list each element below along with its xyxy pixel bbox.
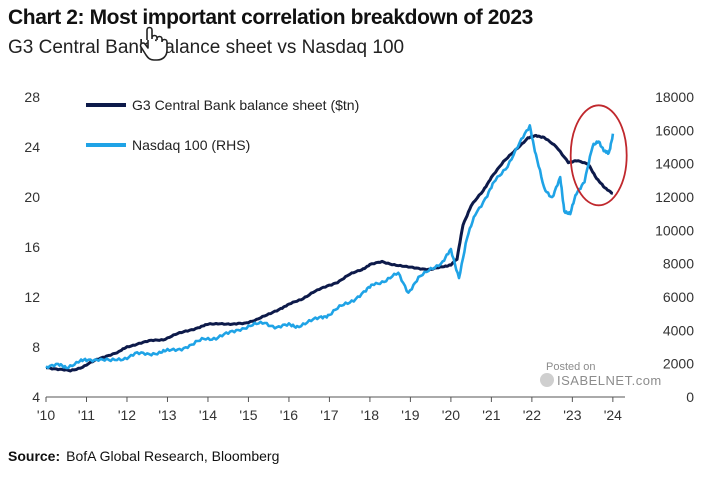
chart-subtitle: G3 Central Bank balance sheet vs Nasdaq … [8,37,405,58]
left-tick-label-0: 4 [32,389,40,405]
left-axis: 4 8 12 16 20 24 28 [24,89,40,405]
chart-source: Source: BofA Global Research, Bloomberg [8,448,279,464]
watermark-brand-text: ISABELNET.com [557,373,662,388]
x-tick-label-7: '17 [320,407,338,423]
watermark: Posted on ISABELNET.com [540,361,662,388]
watermark-brand: ISABELNET.com [540,373,662,388]
series-line-0 [46,133,614,373]
left-tick-label-5: 24 [24,139,40,155]
x-tick-label-0: '10 [37,407,55,423]
right-tick-label-4: 8000 [663,256,694,272]
series-line-1 [45,124,615,370]
x-tick-label-5: '15 [239,407,257,423]
legend-label-0: G3 Central Bank balance sheet ($tn) [132,97,359,113]
watermark-posted: Posted on [546,361,596,373]
x-tick-label-12: '22 [523,407,541,423]
right-tick-label-7: 14000 [655,156,694,172]
source-text: BofA Global Research, Bloomberg [66,448,280,464]
left-tick-label-4: 20 [24,189,40,205]
hand-cursor-icon [139,26,168,61]
legend-label-1: Nasdaq 100 (RHS) [132,137,250,153]
chart-title: Chart 2: Most important correlation brea… [8,6,533,29]
right-tick-label-0: 0 [686,389,694,405]
right-tick-label-8: 16000 [655,122,694,138]
right-tick-label-5: 10000 [655,222,694,238]
series-layer [45,124,615,373]
highlight-circle [569,104,628,207]
x-tick-label-2: '12 [118,407,136,423]
left-tick-label-2: 12 [24,289,40,305]
x-tick-label-11: '21 [482,407,500,423]
legend: G3 Central Bank balance sheet ($tn) Nasda… [86,97,359,153]
x-tick-label-8: '18 [361,407,379,423]
x-tick-label-14: '24 [604,407,622,423]
globe-icon [540,373,554,387]
source-label: Source: [8,448,61,464]
x-tick-label-1: '11 [78,407,95,423]
right-axis: 0 2000 4000 6000 8000 10000 12000 14000 16000 180… [655,89,694,405]
x-tick-label-9: '19 [401,407,419,423]
left-tick-label-1: 8 [32,339,40,355]
x-tick-label-3: '13 [158,407,176,423]
right-tick-label-1: 2000 [663,356,694,372]
x-tick-label-4: '14 [199,407,217,423]
x-tick-label-6: '16 [280,407,298,423]
x-tick-label-10: '20 [442,407,460,423]
x-tick-label-13: '23 [563,407,581,423]
left-tick-label-6: 28 [24,89,40,105]
right-tick-label-6: 12000 [655,189,694,205]
right-tick-label-2: 4000 [663,322,694,338]
left-tick-label-3: 16 [24,239,40,255]
right-tick-label-3: 6000 [663,289,694,305]
annotation-layer [569,104,628,207]
right-tick-label-9: 18000 [655,89,694,105]
x-axis: '10 '11 '12 '13 '14 '15 '16 '17 '18 '19 '20 '21 '22 '… [37,396,625,423]
